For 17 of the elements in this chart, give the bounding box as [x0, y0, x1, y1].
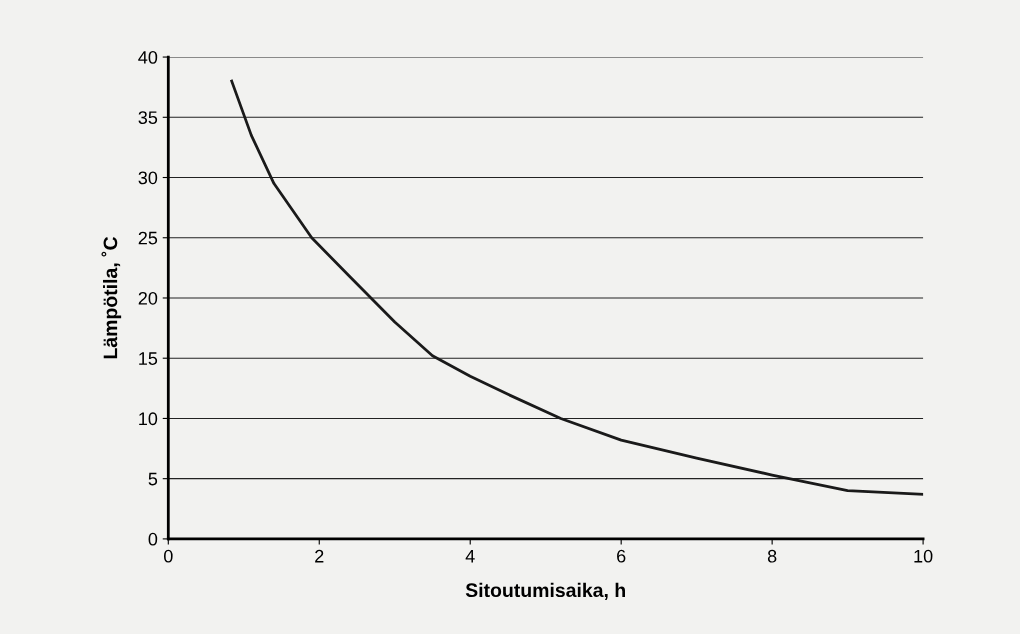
x-tick-label: 10	[914, 549, 933, 563]
y-tick-label: 30	[138, 171, 158, 185]
x-axis-title: Sitoutumisaika, h	[465, 582, 625, 600]
y-tick-label: 0	[148, 532, 158, 546]
y-tick-label: 40	[138, 50, 158, 64]
y-axis-title: Lämpötila, ˚C	[101, 236, 122, 359]
y-tick-label: 20	[138, 291, 158, 305]
x-tick-label: 8	[767, 549, 777, 563]
y-tick-label: 15	[139, 352, 158, 365]
y-tick-label: 25	[138, 231, 158, 245]
x-tick-label: 0	[163, 549, 173, 563]
y-tick-label: 35	[138, 111, 158, 125]
y-tick-label: 5	[148, 472, 158, 486]
x-tick-label: 4	[465, 549, 475, 563]
x-tick-label: 2	[315, 549, 324, 563]
y-tick-label: 10	[139, 412, 158, 426]
x-tick-label: 6	[617, 549, 626, 563]
